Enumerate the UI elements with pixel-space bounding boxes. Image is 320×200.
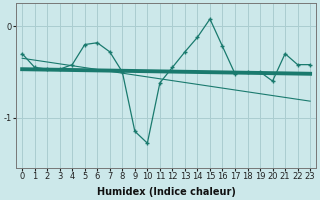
X-axis label: Humidex (Indice chaleur): Humidex (Indice chaleur) — [97, 187, 236, 197]
